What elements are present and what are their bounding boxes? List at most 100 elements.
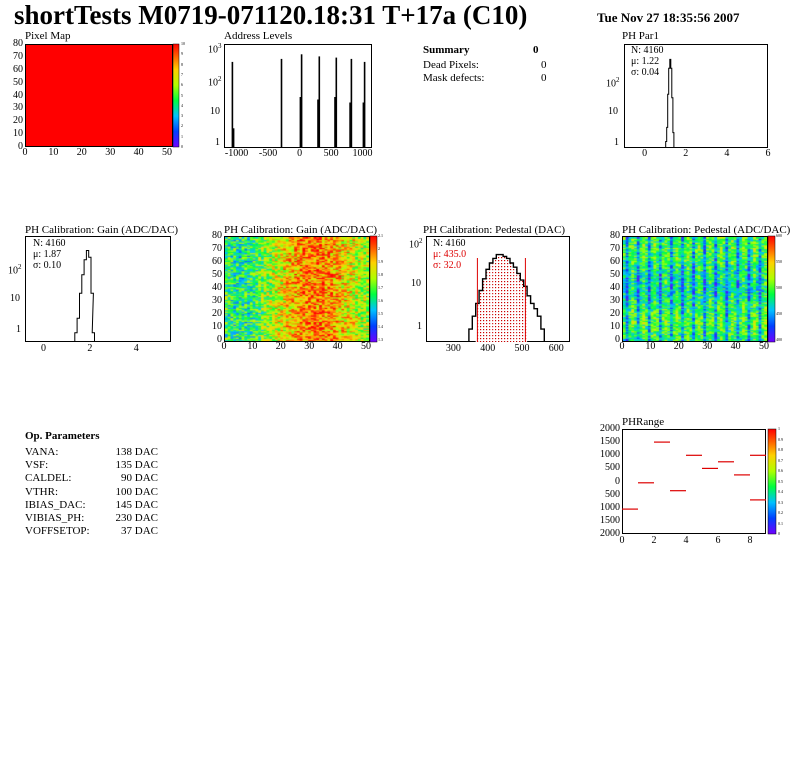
gain-map-xtick-1: 10 [247, 341, 258, 352]
pedestal-hist-bin [492, 258, 497, 342]
gain-hist-xtick-0: 0 [41, 343, 47, 354]
op-param-value: 230 DAC [115, 512, 158, 524]
gain-hist-ytick-10: 10 [10, 293, 20, 304]
op-param-name: VIBIAS_PH: [25, 512, 85, 524]
pixel-map-cbtick-0: 10 [181, 41, 185, 46]
pedestal-map-ytick-1: 70 [610, 243, 620, 254]
pedestal-hist-bin [503, 256, 507, 342]
ph-range-cbtick-5: 0.5 [778, 478, 783, 484]
pedestal-hist-stat-n: N: 4160 [433, 238, 466, 249]
gain-map-ytick-7: 10 [212, 321, 222, 332]
op-param-value: 37 DAC [121, 525, 158, 538]
pedestal-hist-ytick-1: 1 [417, 321, 422, 332]
pixel-map-ytick-8: 0 [18, 141, 23, 152]
pixel-map-ytick-6: 20 [13, 115, 23, 127]
address-levels-peak [349, 102, 351, 148]
pedestal-map-ytick-6: 20 [610, 308, 620, 319]
op-param-value: 100 DAC [115, 485, 158, 498]
pixel-map-cbtick-3: 7 [181, 71, 183, 77]
gain-map-xtick-0: 0 [221, 341, 227, 352]
ph-par1-panel: PH Par1 N: 4160 μ: 1.22 σ: 0.04 102 10 1… [600, 30, 790, 200]
address-levels-peak [363, 61, 366, 148]
pedestal-map-ytick-5: 30 [610, 295, 620, 306]
ph-range-ytick-5: 500 [605, 488, 620, 500]
pedestal-map-panel: PH Calibration: Pedestal (ADC/DAC) 600 55… [598, 224, 796, 354]
pedestal-map-cbtick-2: 500 [776, 285, 782, 290]
gain-map-cbtick-4: 1.7 [378, 285, 383, 290]
pixel-map-xtick-4: 40 [133, 147, 144, 158]
op-param-value: 138 DAC [115, 446, 158, 458]
address-levels-peak [317, 99, 319, 148]
ph-range-cbtick-4: 0.6 [778, 468, 783, 473]
ph-par1-stat-sigma: σ: 0.04 [631, 67, 660, 78]
gain-map-xtick-2: 20 [275, 341, 286, 352]
address-levels-peak [299, 97, 302, 148]
pedestal-map-title: PH Calibration: Pedestal (ADC/DAC) [622, 224, 791, 236]
ph-range-cbtick-2: 0.8 [778, 447, 783, 452]
pixel-map-cbtick-1: 9 [181, 51, 183, 57]
pedestal-hist-bin [513, 267, 517, 342]
summary-mask-defects-label: Mask defects: [423, 72, 485, 84]
ph-range-xtick-1: 2 [651, 535, 657, 546]
address-levels-ytick-1: 1 [215, 137, 220, 148]
ph-range-xtick-0: 0 [619, 535, 625, 546]
address-levels-title: Address Levels [224, 30, 293, 42]
gain-map-title: PH Calibration: Gain (ADC/DAC) [224, 224, 378, 236]
ph-range-ytick-2: 1000 [600, 449, 620, 461]
pixel-map-ytick-7: 10 [13, 128, 23, 140]
pedestal-hist-stat-sigma: σ: 32.0 [433, 260, 462, 271]
gain-map-panel: PH Calibration: Gain (ADC/DAC) 2.1 2 1.9 1.… [198, 224, 388, 354]
pedestal-map-ytick-4: 40 [610, 282, 620, 293]
address-levels-peak [300, 54, 303, 148]
pedestal-hist-xtick-2: 500 [514, 343, 530, 354]
gain-map-cbtick-8: 1.3 [378, 337, 383, 342]
gain-map-ytick-5: 30 [212, 295, 222, 306]
gain-map-cbtick-0: 2.1 [378, 233, 383, 238]
ph-range-xtick-3: 6 [715, 535, 721, 546]
pixel-map-ytick-2: 60 [13, 63, 23, 75]
pixel-map-cbtick-9: 1 [181, 133, 183, 139]
ph-range-ytick-8: 2000 [600, 528, 620, 539]
pedestal-map-xtick-0: 0 [619, 341, 625, 352]
gain-map-ytick-8: 0 [217, 334, 222, 345]
pixel-map-colorbar [172, 43, 180, 148]
ph-par1-plot [624, 44, 768, 148]
pedestal-map-ytick-0: 80 [610, 230, 620, 241]
pixel-map-cbtick-6: 4 [181, 102, 183, 108]
ph-par1-xtick-3: 6 [765, 148, 771, 159]
gain-map-xtick-3: 30 [304, 341, 315, 352]
pedestal-hist-bin [482, 278, 486, 342]
pedestal-hist-bin [516, 273, 521, 342]
pixel-map-cbtick-5: 5 [181, 92, 183, 98]
ph-range-ytick-7: 1500 [600, 514, 620, 526]
pixel-map-xtick-2: 20 [76, 147, 87, 158]
pedestal-hist-bin [520, 280, 524, 342]
ph-par1-ytick-1: 1 [614, 137, 619, 148]
pixel-map-cbtick-4: 6 [181, 82, 183, 88]
pedestal-hist-xtick-3: 600 [548, 343, 564, 354]
ph-range-cbtick-6: 0.4 [778, 489, 783, 494]
pedestal-map-ytick-8: 0 [615, 334, 620, 345]
gain-histogram [74, 250, 95, 342]
op-param-name: VTHR: [25, 485, 58, 498]
op-param-value: 145 DAC [115, 498, 158, 511]
op-param-name: IBIAS_DAC: [25, 498, 86, 511]
address-levels-plot [224, 44, 372, 148]
pedestal-map-cbtick-4: 400 [776, 337, 782, 342]
gain-map-colorbar [369, 235, 378, 343]
summary-dead-pixels-value: 0 [541, 59, 547, 71]
pedestal-map-cbtick-0: 600 [776, 233, 782, 238]
gain-map-cbtick-6: 1.5 [378, 311, 383, 316]
ph-par1-xtick-0: 0 [642, 148, 648, 159]
ph-range-ytick-0: 2000 [600, 423, 620, 434]
gain-hist-stat-n: N: 4160 [33, 238, 66, 249]
pedestal-map-cbtick-3: 450 [776, 311, 782, 316]
ph-range-cbtick-10: 0 [778, 531, 780, 536]
gain-map-cbtick-7: 1.4 [378, 324, 383, 329]
gain-hist-ytick-1: 1 [16, 324, 21, 335]
address-levels-xtick-4: 1000 [352, 148, 373, 159]
ph-range-ytick-3: 500 [605, 462, 620, 474]
ph-range-ytick-6: 1000 [600, 501, 620, 513]
gain-map-ytick-6: 20 [212, 308, 222, 319]
pedestal-map-cbtick-1: 550 [776, 259, 782, 264]
